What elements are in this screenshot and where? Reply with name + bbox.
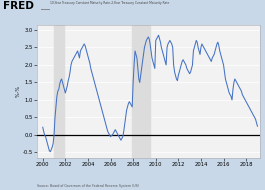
Bar xyxy=(132,25,150,158)
Text: FRED: FRED xyxy=(3,1,34,11)
Text: Source: Board of Governors of the Federal Reserve System (US): Source: Board of Governors of the Federa… xyxy=(37,184,139,188)
Text: 10-Year Treasury Constant Maturity Rate-2-Year Treasury Constant Maturity Rate: 10-Year Treasury Constant Maturity Rate-… xyxy=(50,1,170,5)
Y-axis label: %-% : %-% xyxy=(16,85,21,97)
Bar xyxy=(54,25,64,158)
